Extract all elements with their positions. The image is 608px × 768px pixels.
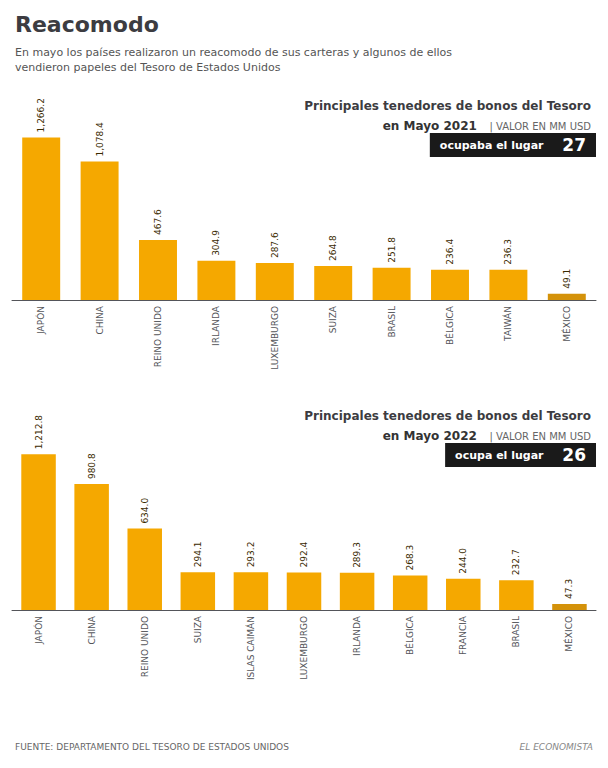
svg-text:SUIZA: SUIZA — [328, 305, 338, 333]
svg-text:49.1: 49.1 — [562, 269, 572, 289]
svg-text:MÉXICO: MÉXICO — [561, 306, 572, 342]
svg-text:47.3: 47.3 — [564, 579, 574, 599]
svg-text:| VALOR EN MM USD: | VALOR EN MM USD — [489, 121, 591, 133]
svg-text:27: 27 — [562, 135, 586, 155]
svg-text:244.0: 244.0 — [458, 548, 468, 574]
svg-text:JAPÓN: JAPÓN — [33, 616, 44, 645]
svg-text:980.8: 980.8 — [87, 453, 97, 479]
svg-text:ISLAS CAIMÁN: ISLAS CAIMÁN — [245, 616, 256, 680]
svg-text:FUENTE: DEPARTAMENTO DEL TESOR: FUENTE: DEPARTAMENTO DEL TESORO DE ESTAD… — [15, 742, 289, 752]
svg-text:1,078.4: 1,078.4 — [95, 122, 105, 157]
svg-text:ocupaba el lugar: ocupaba el lugar — [440, 139, 544, 152]
svg-text:Principales tenedores de bonos: Principales tenedores de bonos del Tesor… — [304, 409, 591, 423]
svg-text:vendieron papeles del Tesoro d: vendieron papeles del Tesoro de Estados … — [15, 61, 281, 74]
svg-text:268.3: 268.3 — [405, 545, 415, 571]
svg-text:251.8: 251.8 — [387, 237, 397, 263]
svg-text:MÉXICO: MÉXICO — [563, 616, 574, 652]
svg-text:BRASIL: BRASIL — [511, 616, 521, 648]
svg-text:JAPÓN: JAPÓN — [35, 306, 46, 335]
svg-text:LUXEMBURGO: LUXEMBURGO — [270, 306, 280, 370]
svg-text:REINO UNIDO: REINO UNIDO — [140, 616, 150, 677]
svg-text:BÉLGICA: BÉLGICA — [404, 615, 415, 655]
svg-text:REINO UNIDO: REINO UNIDO — [153, 306, 163, 367]
svg-text:Reacomodo: Reacomodo — [15, 12, 159, 37]
svg-text:EL ECONOMISTA: EL ECONOMISTA — [520, 742, 593, 752]
svg-text:BÉLGICA: BÉLGICA — [444, 305, 455, 345]
svg-text:IRLANDA: IRLANDA — [352, 615, 362, 656]
svg-text:en Mayo 2022: en Mayo 2022 — [383, 429, 477, 443]
svg-text:264.8: 264.8 — [328, 235, 338, 261]
svg-text:| VALOR EN MM USD: | VALOR EN MM USD — [489, 431, 591, 443]
svg-text:287.6: 287.6 — [270, 232, 280, 258]
svg-text:LUXEMBURGO: LUXEMBURGO — [299, 616, 309, 680]
svg-text:236.4: 236.4 — [445, 239, 455, 265]
svg-text:BRASIL: BRASIL — [387, 306, 397, 338]
svg-text:634.0: 634.0 — [140, 498, 150, 524]
svg-text:26: 26 — [562, 445, 586, 465]
svg-text:289.3: 289.3 — [352, 542, 362, 568]
svg-text:TAIWÁN: TAIWÁN — [502, 306, 513, 342]
svg-text:304.9: 304.9 — [211, 230, 221, 256]
svg-text:Principales tenedores de bonos: Principales tenedores de bonos del Tesor… — [304, 99, 591, 113]
svg-text:232.7: 232.7 — [511, 549, 521, 575]
svg-text:SUIZA: SUIZA — [193, 615, 203, 643]
svg-text:467.6: 467.6 — [153, 209, 163, 235]
svg-text:ocupa el lugar: ocupa el lugar — [455, 449, 544, 462]
svg-text:FRANCIA: FRANCIA — [458, 615, 468, 655]
svg-text:en Mayo 2021: en Mayo 2021 — [383, 119, 477, 133]
svg-text:CHINA: CHINA — [87, 615, 97, 644]
svg-text:293.2: 293.2 — [246, 542, 256, 568]
svg-text:294.1: 294.1 — [193, 541, 203, 567]
svg-text:1,212.8: 1,212.8 — [34, 415, 44, 450]
svg-text:1,266.2: 1,266.2 — [36, 98, 46, 132]
svg-text:292.4: 292.4 — [299, 541, 309, 567]
svg-text:IRLANDA: IRLANDA — [211, 305, 221, 346]
svg-text:236.3: 236.3 — [503, 239, 513, 265]
svg-text:CHINA: CHINA — [95, 305, 105, 334]
svg-text:En mayo los países realizaron: En mayo los países realizaron un reacomo… — [15, 46, 452, 59]
